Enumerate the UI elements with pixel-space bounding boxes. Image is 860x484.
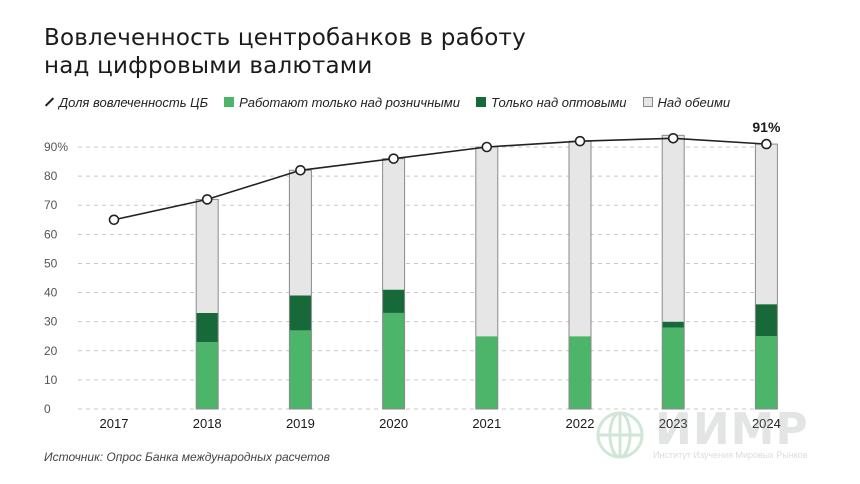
line-point bbox=[388, 153, 399, 164]
logo-subtitle: Институт Изучения Мировых Рынков bbox=[653, 450, 808, 460]
bar-segment-both bbox=[755, 144, 778, 305]
bar-segment-retail bbox=[662, 327, 685, 409]
y-tick-label: 80 bbox=[44, 169, 58, 183]
bar-segment-retail bbox=[755, 336, 778, 409]
bar-segment-both bbox=[662, 135, 685, 322]
legend-wholesale-swatch bbox=[475, 97, 486, 107]
line-point bbox=[108, 214, 120, 226]
chart-title-line-1: Вовлеченность центробанков в работу bbox=[44, 25, 526, 51]
x-tick-label: 2017 bbox=[100, 416, 129, 431]
x-tick-label: 2021 bbox=[472, 416, 501, 431]
legend-item-wholesale: Только над оптовыми bbox=[475, 94, 627, 110]
legend-line-label: Доля вовлеченность ЦБ bbox=[59, 94, 209, 110]
line-point bbox=[481, 141, 493, 153]
bar-segment-wholesale bbox=[382, 289, 405, 313]
data-label: 91% bbox=[752, 119, 781, 135]
bar-segment-wholesale bbox=[755, 304, 778, 337]
bar-segment-wholesale bbox=[196, 312, 219, 343]
x-tick-label: 2024 bbox=[752, 416, 781, 431]
legend-both-label: Над обеими bbox=[657, 94, 731, 110]
y-tick-label: 0 bbox=[44, 402, 51, 416]
bar-segment-retail bbox=[196, 342, 219, 409]
legend-retail-swatch bbox=[224, 97, 235, 107]
bar-segment-both bbox=[196, 199, 219, 313]
x-tick-label: 2020 bbox=[379, 416, 408, 431]
x-tick-label: 2023 bbox=[659, 416, 688, 431]
source-note: Источник: Опрос Банка международных расч… bbox=[44, 450, 330, 464]
watermark-logo: ИИМР Институт Изучения Мировых Рынков bbox=[595, 404, 825, 464]
bar-segment-wholesale bbox=[662, 321, 685, 328]
legend-wholesale-label: Только над оптовыми bbox=[490, 94, 627, 110]
legend-retail-label: Работают только над розничными bbox=[239, 94, 460, 110]
y-tick-label: 50 bbox=[44, 256, 58, 270]
logo-text: ИИМР bbox=[655, 404, 809, 455]
y-tick-label: 40 bbox=[44, 286, 58, 300]
chart-legend: Доля вовлеченность ЦБ Работают только на… bbox=[44, 93, 730, 111]
line-point bbox=[201, 194, 213, 205]
line-point bbox=[574, 135, 586, 147]
line-point bbox=[761, 138, 772, 150]
bar-segment-both bbox=[382, 158, 405, 290]
chart-title-line-2: над цифровыми валютами bbox=[44, 53, 373, 79]
line-point bbox=[667, 132, 679, 144]
x-tick-label: 2022 bbox=[566, 416, 595, 431]
legend-item-line: Доля вовлеченность ЦБ bbox=[44, 95, 208, 110]
legend-item-retail: Работают только над розничными bbox=[224, 95, 460, 110]
bar-segment-wholesale bbox=[289, 295, 312, 331]
x-tick-label: 2018 bbox=[193, 416, 222, 431]
bar-segment-both bbox=[569, 141, 591, 337]
line-point bbox=[295, 164, 306, 176]
y-tick-label: 70 bbox=[44, 198, 58, 212]
bar-segment-retail bbox=[475, 336, 498, 409]
bar-segment-retail bbox=[569, 336, 591, 409]
legend-both-swatch bbox=[642, 97, 653, 107]
bar-segment-both bbox=[289, 170, 312, 296]
bar-segment-retail bbox=[289, 330, 312, 409]
y-tick-label: 90% bbox=[44, 140, 68, 154]
series-line bbox=[113, 137, 767, 221]
globe-icon bbox=[596, 411, 644, 459]
x-tick-label: 2019 bbox=[286, 416, 315, 431]
bar-segment-retail bbox=[382, 312, 405, 409]
bar-segment-both bbox=[475, 147, 498, 337]
chart-title: Вовлеченность центробанков в работу над … bbox=[44, 24, 644, 80]
y-tick-label: 20 bbox=[44, 344, 58, 358]
legend-item-both: Над обеими bbox=[642, 94, 731, 110]
y-tick-label: 30 bbox=[44, 315, 58, 329]
y-tick-label: 10 bbox=[44, 373, 58, 387]
y-tick-label: 60 bbox=[44, 227, 58, 241]
